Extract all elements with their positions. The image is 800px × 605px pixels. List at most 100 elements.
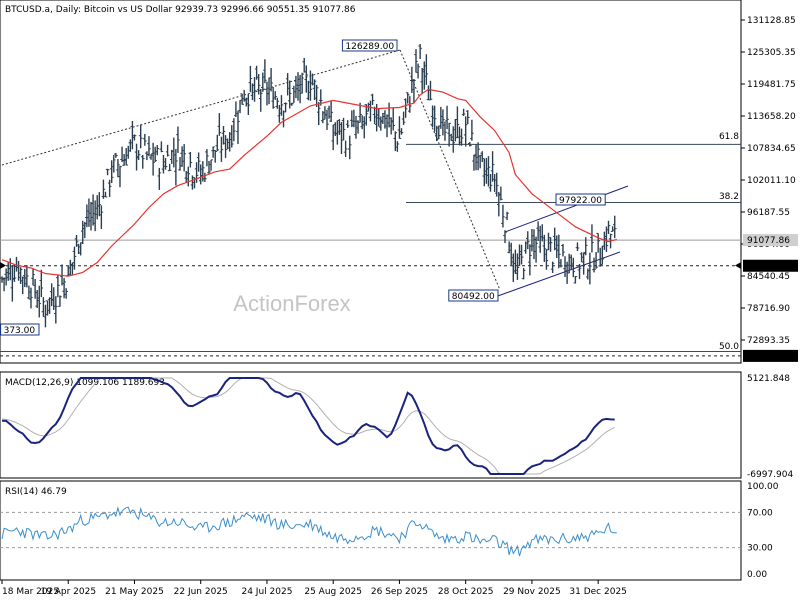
- annotation-high-box: [341, 39, 398, 52]
- annotation-left-low-text: 373.00: [4, 326, 36, 336]
- price-bar: [542, 234, 547, 262]
- price-bar: [329, 100, 333, 123]
- price-bar: [107, 179, 112, 197]
- price-bar: [196, 152, 201, 172]
- price-bar: [606, 220, 611, 235]
- price-bar: [592, 257, 596, 273]
- price-bar: [347, 135, 352, 160]
- price-bar: [590, 224, 594, 253]
- price-bar: [167, 163, 172, 172]
- price-bar: [29, 287, 33, 309]
- price-axis-label: 84540.45: [747, 272, 790, 282]
- price-bar: [174, 148, 178, 186]
- price-bar: [445, 105, 449, 130]
- price-bar: [424, 54, 429, 85]
- price-bar: [596, 232, 600, 253]
- upper-trendline: [1, 49, 401, 166]
- price-bar: [271, 86, 275, 109]
- price-axis-label: 78716.90: [747, 304, 790, 314]
- price-bar: [103, 191, 108, 198]
- price-bar: [31, 268, 35, 286]
- price-bar: [594, 252, 598, 269]
- price-bar: [393, 131, 398, 151]
- price-bar: [465, 110, 470, 125]
- price-bar: [573, 276, 578, 284]
- moving-average-line: [1, 88, 617, 277]
- support-price-tag: 86405.00: [743, 259, 798, 272]
- time-axis-label: 21 May 2025: [105, 587, 164, 597]
- price-bar: [571, 257, 576, 278]
- price-bar: [459, 128, 464, 146]
- price-bar: [287, 80, 292, 109]
- price-bar: [101, 179, 106, 199]
- annotation-low-box: [448, 289, 499, 302]
- price-bar: [503, 230, 507, 244]
- price-bar: [612, 215, 617, 239]
- price-bar: [451, 126, 456, 153]
- price-bar: [229, 125, 234, 148]
- support-marker-right: [735, 262, 741, 269]
- price-bar: [401, 111, 406, 125]
- time-axis-label: 18 Mar 2025: [2, 587, 59, 597]
- price-bar: [41, 297, 46, 317]
- price-bar: [499, 186, 503, 201]
- price-bar: [519, 244, 524, 265]
- price-bar: [256, 74, 261, 95]
- price-bar: [300, 72, 304, 94]
- price-bar: [163, 158, 168, 170]
- price-bar: [58, 295, 62, 307]
- price-bar: [412, 78, 416, 103]
- price-bar: [364, 104, 369, 126]
- price-bar: [447, 122, 451, 147]
- watermark: ActionForex: [233, 291, 350, 316]
- fib-50-label: 50.0: [719, 342, 739, 352]
- price-bar: [468, 141, 472, 147]
- time-axis-label: 28 Oct 2025: [438, 587, 494, 597]
- current-price-tag: 91077.86: [743, 234, 798, 247]
- support-marker-left: [0, 262, 6, 269]
- price-bar: [240, 93, 244, 105]
- price-axis-label: 96187.55: [747, 208, 790, 218]
- price-bar: [343, 140, 348, 158]
- price-bar: [312, 79, 317, 101]
- price-axis-label: 131128.85: [747, 16, 796, 26]
- price-bar: [528, 244, 532, 276]
- price-bar: [232, 118, 236, 142]
- price-bar: [211, 146, 215, 158]
- price-bar: [138, 124, 143, 149]
- price-bar: [213, 149, 218, 163]
- price-bar: [215, 134, 220, 152]
- lower-price-tag-bg: [743, 349, 798, 362]
- annotation-low-text: 80492.00: [452, 292, 495, 302]
- price-bar: [182, 144, 186, 172]
- price-bar: [588, 252, 592, 285]
- price-bar: [418, 44, 422, 60]
- price-bar: [476, 142, 480, 171]
- price-bar: [221, 126, 226, 145]
- rsi-line: [1, 506, 617, 557]
- price-bar: [515, 253, 520, 280]
- symbol-label: BTCUSD.a: [5, 5, 50, 15]
- chart-header: BTCUSD.a, Daily: Bitcoin vs US Dollar 92…: [5, 5, 356, 15]
- macd-line: [1, 377, 615, 475]
- price-bar: [18, 267, 23, 284]
- time-axis-label: 26 Sep 2025: [371, 587, 428, 597]
- price-bar: [441, 109, 445, 136]
- ohlc-label: 92939.73 92996.66 90551.35 91077.86: [175, 5, 356, 15]
- rsi-panel-frame: [0, 480, 742, 581]
- price-bar: [283, 102, 288, 113]
- channel-lower-line: [494, 251, 621, 298]
- rsi-axis-label: 0.00: [747, 570, 767, 580]
- rsi-axis-label: 30.00: [747, 544, 773, 554]
- time-axis-label: 19 Apr 2025: [40, 587, 96, 597]
- price-bar: [246, 93, 251, 115]
- price-bar: [252, 77, 257, 102]
- price-bar: [153, 146, 157, 162]
- price-bar: [64, 288, 68, 299]
- price-bar: [505, 211, 509, 221]
- macd-axis-max: 5121.848: [747, 374, 790, 384]
- price-bar: [314, 84, 319, 108]
- price-bar: [279, 95, 284, 116]
